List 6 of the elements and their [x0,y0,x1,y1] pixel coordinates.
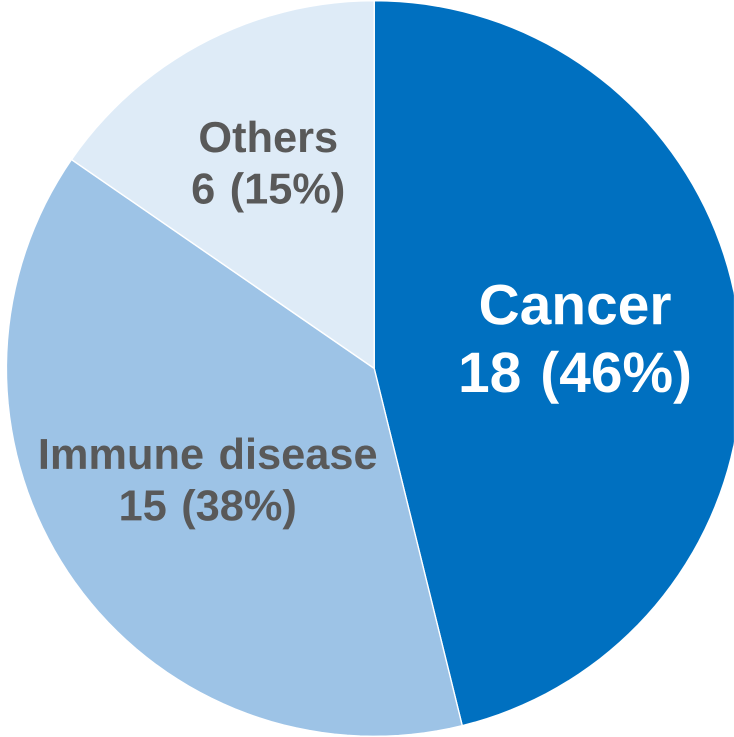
data-label: 18 (46%) [462,350,690,404]
slice-label: Immune disease [40,437,376,470]
slice-label: Others [200,120,336,152]
slice-label: Cancer [480,284,671,325]
data-label: 6 (15%) [192,172,344,213]
data-label: 15 (38%) [121,488,295,530]
